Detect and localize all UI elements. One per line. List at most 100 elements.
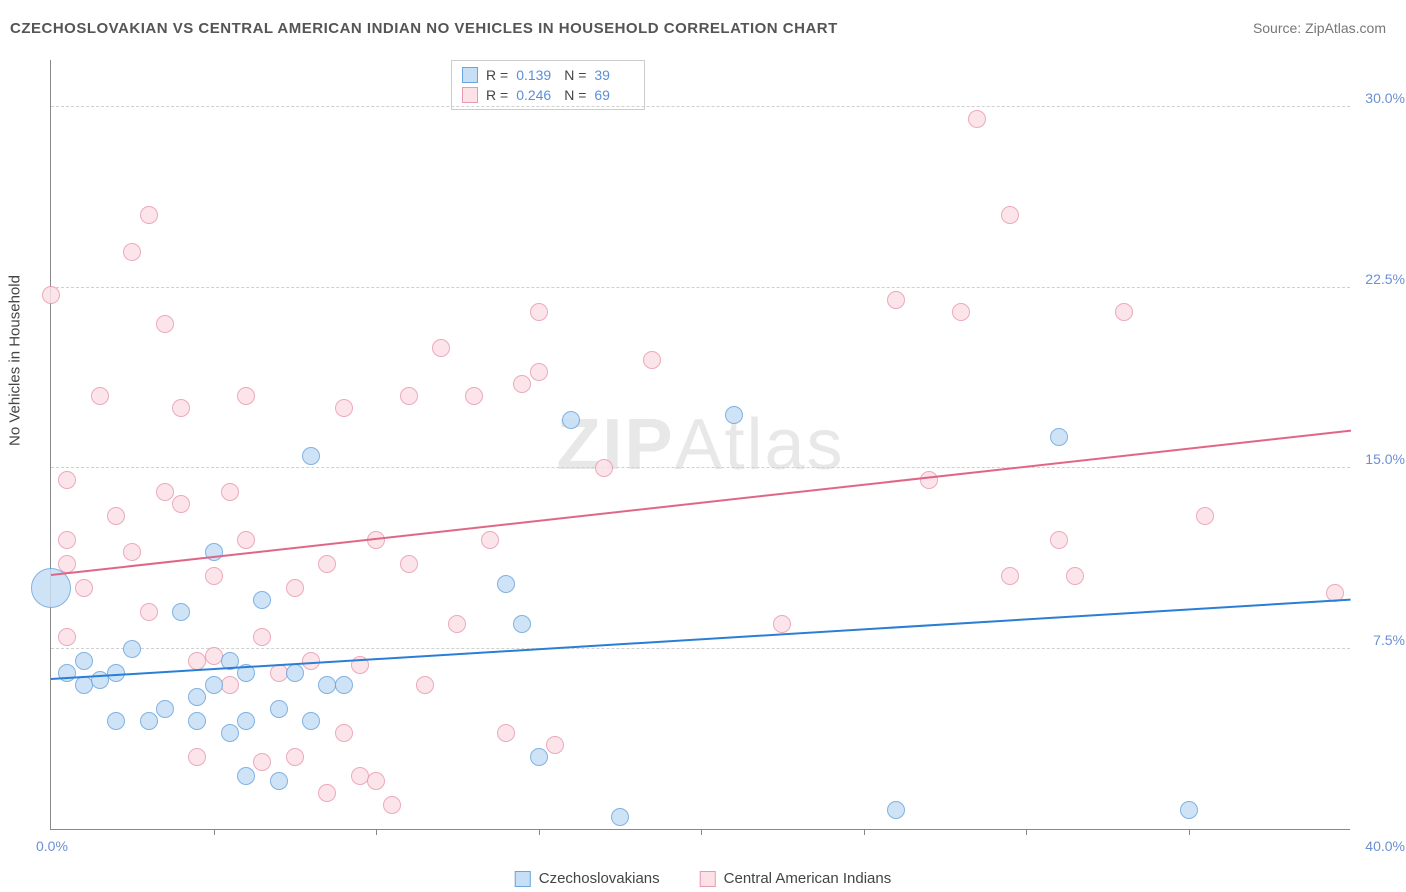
data-point-pink (58, 531, 76, 549)
n-label: N = (564, 87, 586, 103)
data-point-pink (773, 615, 791, 633)
data-point-blue (253, 591, 271, 609)
swatch-blue (515, 871, 531, 887)
swatch-pink (462, 87, 478, 103)
data-point-pink (400, 387, 418, 405)
x-tick-mark (1026, 829, 1027, 835)
gridline (51, 467, 1350, 468)
x-tick-max: 40.0% (1365, 838, 1405, 854)
data-point-pink (286, 579, 304, 597)
data-point-pink (448, 615, 466, 633)
r-value-blue: 0.139 (516, 67, 556, 83)
data-point-blue (562, 411, 580, 429)
data-point-pink (58, 471, 76, 489)
legend-label-blue: Czechoslovakians (539, 870, 660, 887)
data-point-pink (530, 303, 548, 321)
data-point-pink (335, 399, 353, 417)
data-point-blue (237, 712, 255, 730)
data-point-pink (595, 459, 613, 477)
data-point-pink (172, 399, 190, 417)
data-point-pink (513, 375, 531, 393)
data-point-blue (107, 712, 125, 730)
data-point-pink (952, 303, 970, 321)
data-point-pink (107, 507, 125, 525)
data-point-pink (351, 767, 369, 785)
data-point-blue (237, 767, 255, 785)
data-point-blue (725, 406, 743, 424)
data-point-pink (643, 351, 661, 369)
data-point-pink (253, 628, 271, 646)
data-point-pink (237, 531, 255, 549)
data-point-blue (611, 808, 629, 826)
x-tick-mark (864, 829, 865, 835)
data-point-pink (205, 567, 223, 585)
data-point-pink (221, 483, 239, 501)
r-value-pink: 0.246 (516, 87, 556, 103)
data-point-pink (1001, 206, 1019, 224)
stat-row-blue: R = 0.139 N = 39 (462, 65, 634, 85)
data-point-blue (286, 664, 304, 682)
trendline-blue (51, 598, 1351, 679)
data-point-blue (75, 652, 93, 670)
data-point-pink (481, 531, 499, 549)
data-point-blue (1050, 428, 1068, 446)
x-tick-min: 0.0% (36, 838, 68, 854)
chart-container: CZECHOSLOVAKIAN VS CENTRAL AMERICAN INDI… (0, 0, 1406, 892)
n-label: N = (564, 67, 586, 83)
data-point-blue (172, 603, 190, 621)
gridline (51, 106, 1350, 107)
data-point-blue (221, 724, 239, 742)
data-point-blue (156, 700, 174, 718)
data-point-pink (302, 652, 320, 670)
watermark-atlas: Atlas (674, 405, 844, 485)
data-point-pink (123, 543, 141, 561)
y-axis-label: No Vehicles in Household (7, 275, 24, 446)
data-point-blue (302, 447, 320, 465)
swatch-pink (700, 871, 716, 887)
data-point-pink (318, 784, 336, 802)
data-point-pink (432, 339, 450, 357)
legend-item-blue: Czechoslovakians (515, 870, 660, 887)
data-point-pink (920, 471, 938, 489)
data-point-blue (140, 712, 158, 730)
source-label: Source: ZipAtlas.com (1253, 20, 1386, 36)
data-point-blue (188, 712, 206, 730)
data-point-blue (270, 772, 288, 790)
bottom-legend: Czechoslovakians Central American Indian… (515, 870, 892, 887)
r-label: R = (486, 67, 508, 83)
swatch-blue (462, 67, 478, 83)
data-point-pink (75, 579, 93, 597)
y-tick-label: 7.5% (1373, 632, 1405, 648)
stat-row-pink: R = 0.246 N = 69 (462, 85, 634, 105)
data-point-blue (302, 712, 320, 730)
data-point-pink (1115, 303, 1133, 321)
data-point-pink (172, 495, 190, 513)
x-tick-mark (701, 829, 702, 835)
data-point-pink (968, 110, 986, 128)
data-point-pink (335, 724, 353, 742)
y-tick-label: 22.5% (1365, 271, 1405, 287)
data-point-pink (42, 286, 60, 304)
trendline-pink (51, 430, 1351, 576)
data-point-pink (156, 483, 174, 501)
data-point-pink (530, 363, 548, 381)
data-point-pink (253, 753, 271, 771)
data-point-blue (205, 676, 223, 694)
data-point-pink (465, 387, 483, 405)
data-point-blue (530, 748, 548, 766)
data-point-pink (140, 206, 158, 224)
data-point-pink (205, 647, 223, 665)
data-point-pink (237, 387, 255, 405)
x-tick-mark (539, 829, 540, 835)
stat-legend-box: R = 0.139 N = 39 R = 0.246 N = 69 (451, 60, 645, 110)
data-point-pink (91, 387, 109, 405)
data-point-pink (156, 315, 174, 333)
data-point-pink (221, 676, 239, 694)
gridline (51, 287, 1350, 288)
chart-title: CZECHOSLOVAKIAN VS CENTRAL AMERICAN INDI… (10, 20, 838, 37)
data-point-blue (1180, 801, 1198, 819)
data-point-blue (497, 575, 515, 593)
x-tick-mark (376, 829, 377, 835)
data-point-pink (416, 676, 434, 694)
data-point-pink (887, 291, 905, 309)
